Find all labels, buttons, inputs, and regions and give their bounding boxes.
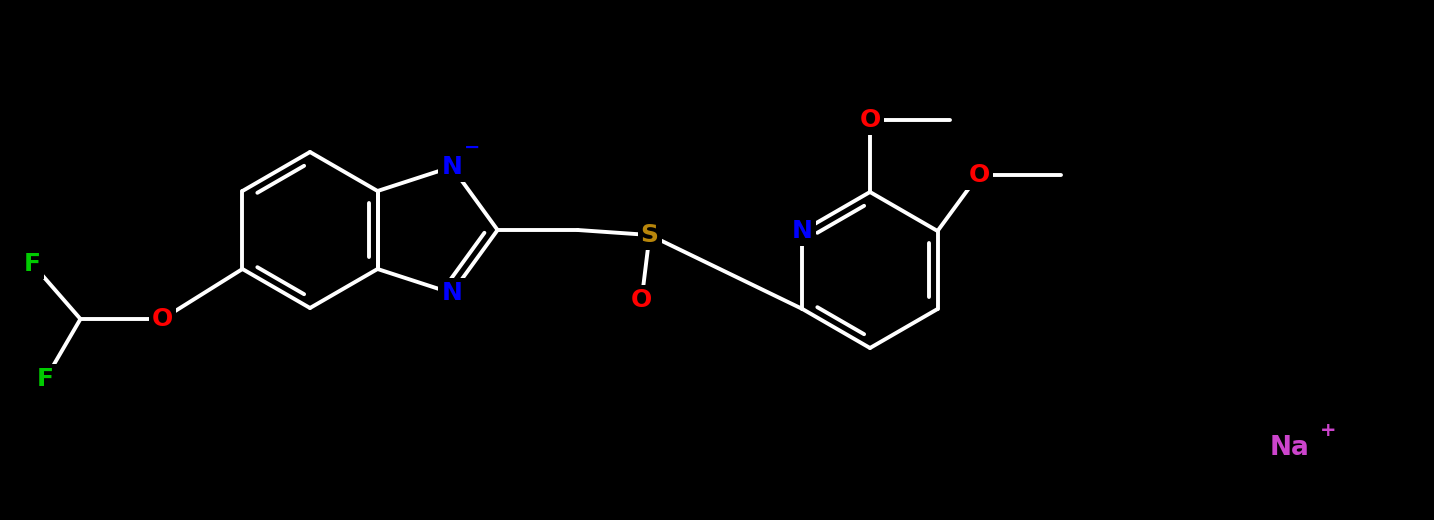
Text: +: + [1319,421,1336,439]
Text: S: S [641,223,658,247]
Text: O: O [631,288,652,312]
Text: −: − [463,137,480,157]
Text: N: N [792,219,813,243]
Text: O: O [859,108,880,132]
Text: O: O [152,307,174,331]
Text: F: F [37,367,54,391]
Text: O: O [968,163,989,187]
Text: F: F [24,252,42,276]
Text: N: N [442,281,462,305]
Text: N: N [442,155,462,179]
Text: Na: Na [1271,435,1309,461]
